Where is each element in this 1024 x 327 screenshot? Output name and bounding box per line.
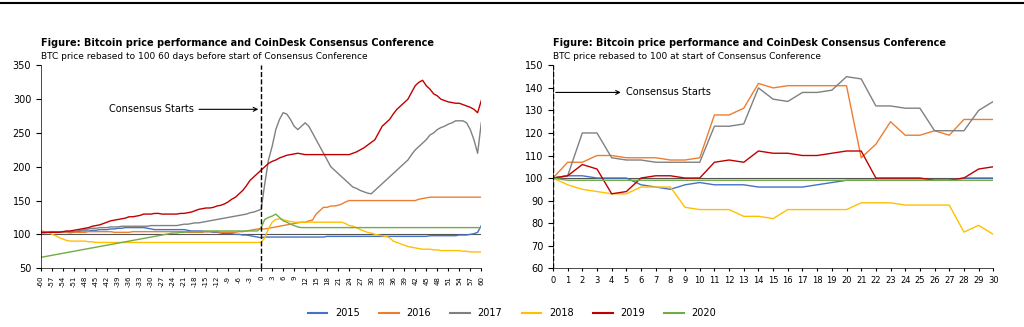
Text: Consensus Starts: Consensus Starts xyxy=(556,87,712,97)
Text: Consensus Starts: Consensus Starts xyxy=(109,104,257,114)
Text: BTC price rebased to 100 at start of Consensus Conference: BTC price rebased to 100 at start of Con… xyxy=(553,52,821,61)
Legend: 2015, 2016, 2017, 2018, 2019, 2020: 2015, 2016, 2017, 2018, 2019, 2020 xyxy=(304,304,720,322)
Text: BTC price rebased to 100 60 days before start of Consensus Conference: BTC price rebased to 100 60 days before … xyxy=(41,52,368,61)
Text: Figure: Bitcoin price performance and CoinDesk Consensus Conference: Figure: Bitcoin price performance and Co… xyxy=(553,38,946,48)
Text: Figure: Bitcoin price performance and CoinDesk Consensus Conference: Figure: Bitcoin price performance and Co… xyxy=(41,38,434,48)
